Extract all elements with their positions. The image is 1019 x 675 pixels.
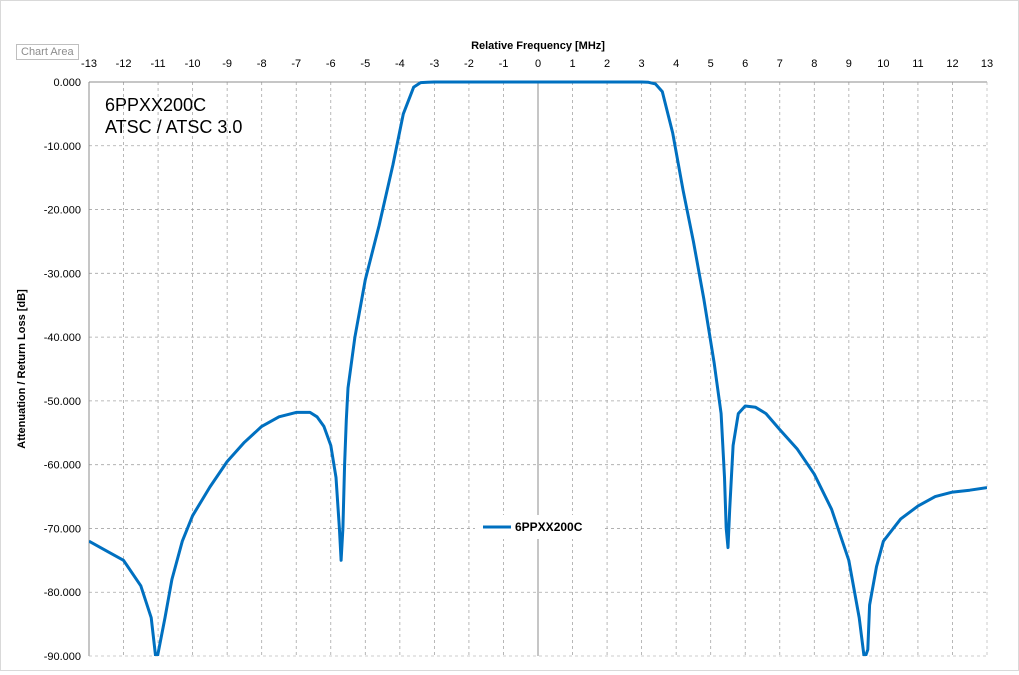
y-tick-label: -90.000 [44, 651, 81, 663]
x-tick-label: -10 [185, 58, 201, 70]
x-tick-label: -1 [499, 58, 509, 70]
y-tick-label: -70.000 [44, 523, 81, 535]
x-tick-label: 9 [846, 58, 852, 70]
x-tick-label: 11 [912, 58, 923, 70]
x-tick-label: 13 [981, 58, 993, 70]
x-tick-label: 6 [742, 58, 748, 70]
annotation-standard: ATSC / ATSC 3.0 [105, 117, 242, 137]
x-tick-label: 1 [569, 58, 575, 70]
x-tick-label: -2 [464, 58, 474, 70]
y-tick-label: -20.000 [44, 205, 81, 217]
x-tick-label: -13 [81, 58, 97, 70]
legend-label: 6PPXX200C [515, 520, 583, 534]
x-tick-label: -8 [257, 58, 267, 70]
series-group [89, 80, 987, 656]
y-tick-label: -60.000 [44, 460, 81, 472]
x-tick-label: 10 [877, 58, 889, 70]
x-tick-label: -12 [116, 58, 132, 70]
legend: 6PPXX200C [475, 515, 605, 539]
x-tick-label: 0 [535, 58, 541, 70]
x-tick-label: 12 [946, 58, 958, 70]
x-tick-label: 5 [708, 58, 714, 70]
x-tick-label: -9 [222, 58, 232, 70]
y-tick-labels: 0.000 -10.000 -20.000 -30.000 -40.000 -50.000… [44, 77, 81, 663]
x-tick-label: -11 [151, 58, 166, 70]
x-tick-label: 3 [639, 58, 645, 70]
x-tick-label: 8 [811, 58, 817, 70]
x-tick-label: 2 [604, 58, 610, 70]
y-tick-label: -80.000 [44, 587, 81, 599]
x-tick-label: 4 [673, 58, 679, 70]
x-tick-label: -4 [395, 58, 405, 70]
x-tick-label: 7 [777, 58, 783, 70]
chart-area-tooltip: Chart Area [16, 44, 79, 60]
y-tick-label: -10.000 [44, 141, 81, 153]
y-tick-label: -30.000 [44, 268, 81, 280]
annotation-model: 6PPXX200C [105, 95, 206, 115]
x-tick-labels: -13 -12 -11 -10 -9 -8 -7 -6 -5 -4 -3 -2 -1 0 1 2 3 4 5 6 7 8 9… [81, 58, 993, 70]
x-tick-label: -5 [360, 58, 370, 70]
x-axis-title: Relative Frequency [MHz] [471, 40, 605, 52]
x-tick-label: -3 [429, 58, 439, 70]
y-tick-label: -40.000 [44, 332, 81, 344]
y-axis-title: Attenuation / Return Loss [dB] [16, 289, 28, 449]
x-tick-label: -7 [291, 58, 301, 70]
x-tick-label: -6 [326, 58, 336, 70]
plot-annotation: 6PPXX200C ATSC / ATSC 3.0 [105, 95, 242, 137]
y-tick-label: 0.000 [53, 77, 81, 89]
series-line-6ppxx200c [89, 80, 987, 656]
y-tick-label: -50.000 [44, 396, 81, 408]
